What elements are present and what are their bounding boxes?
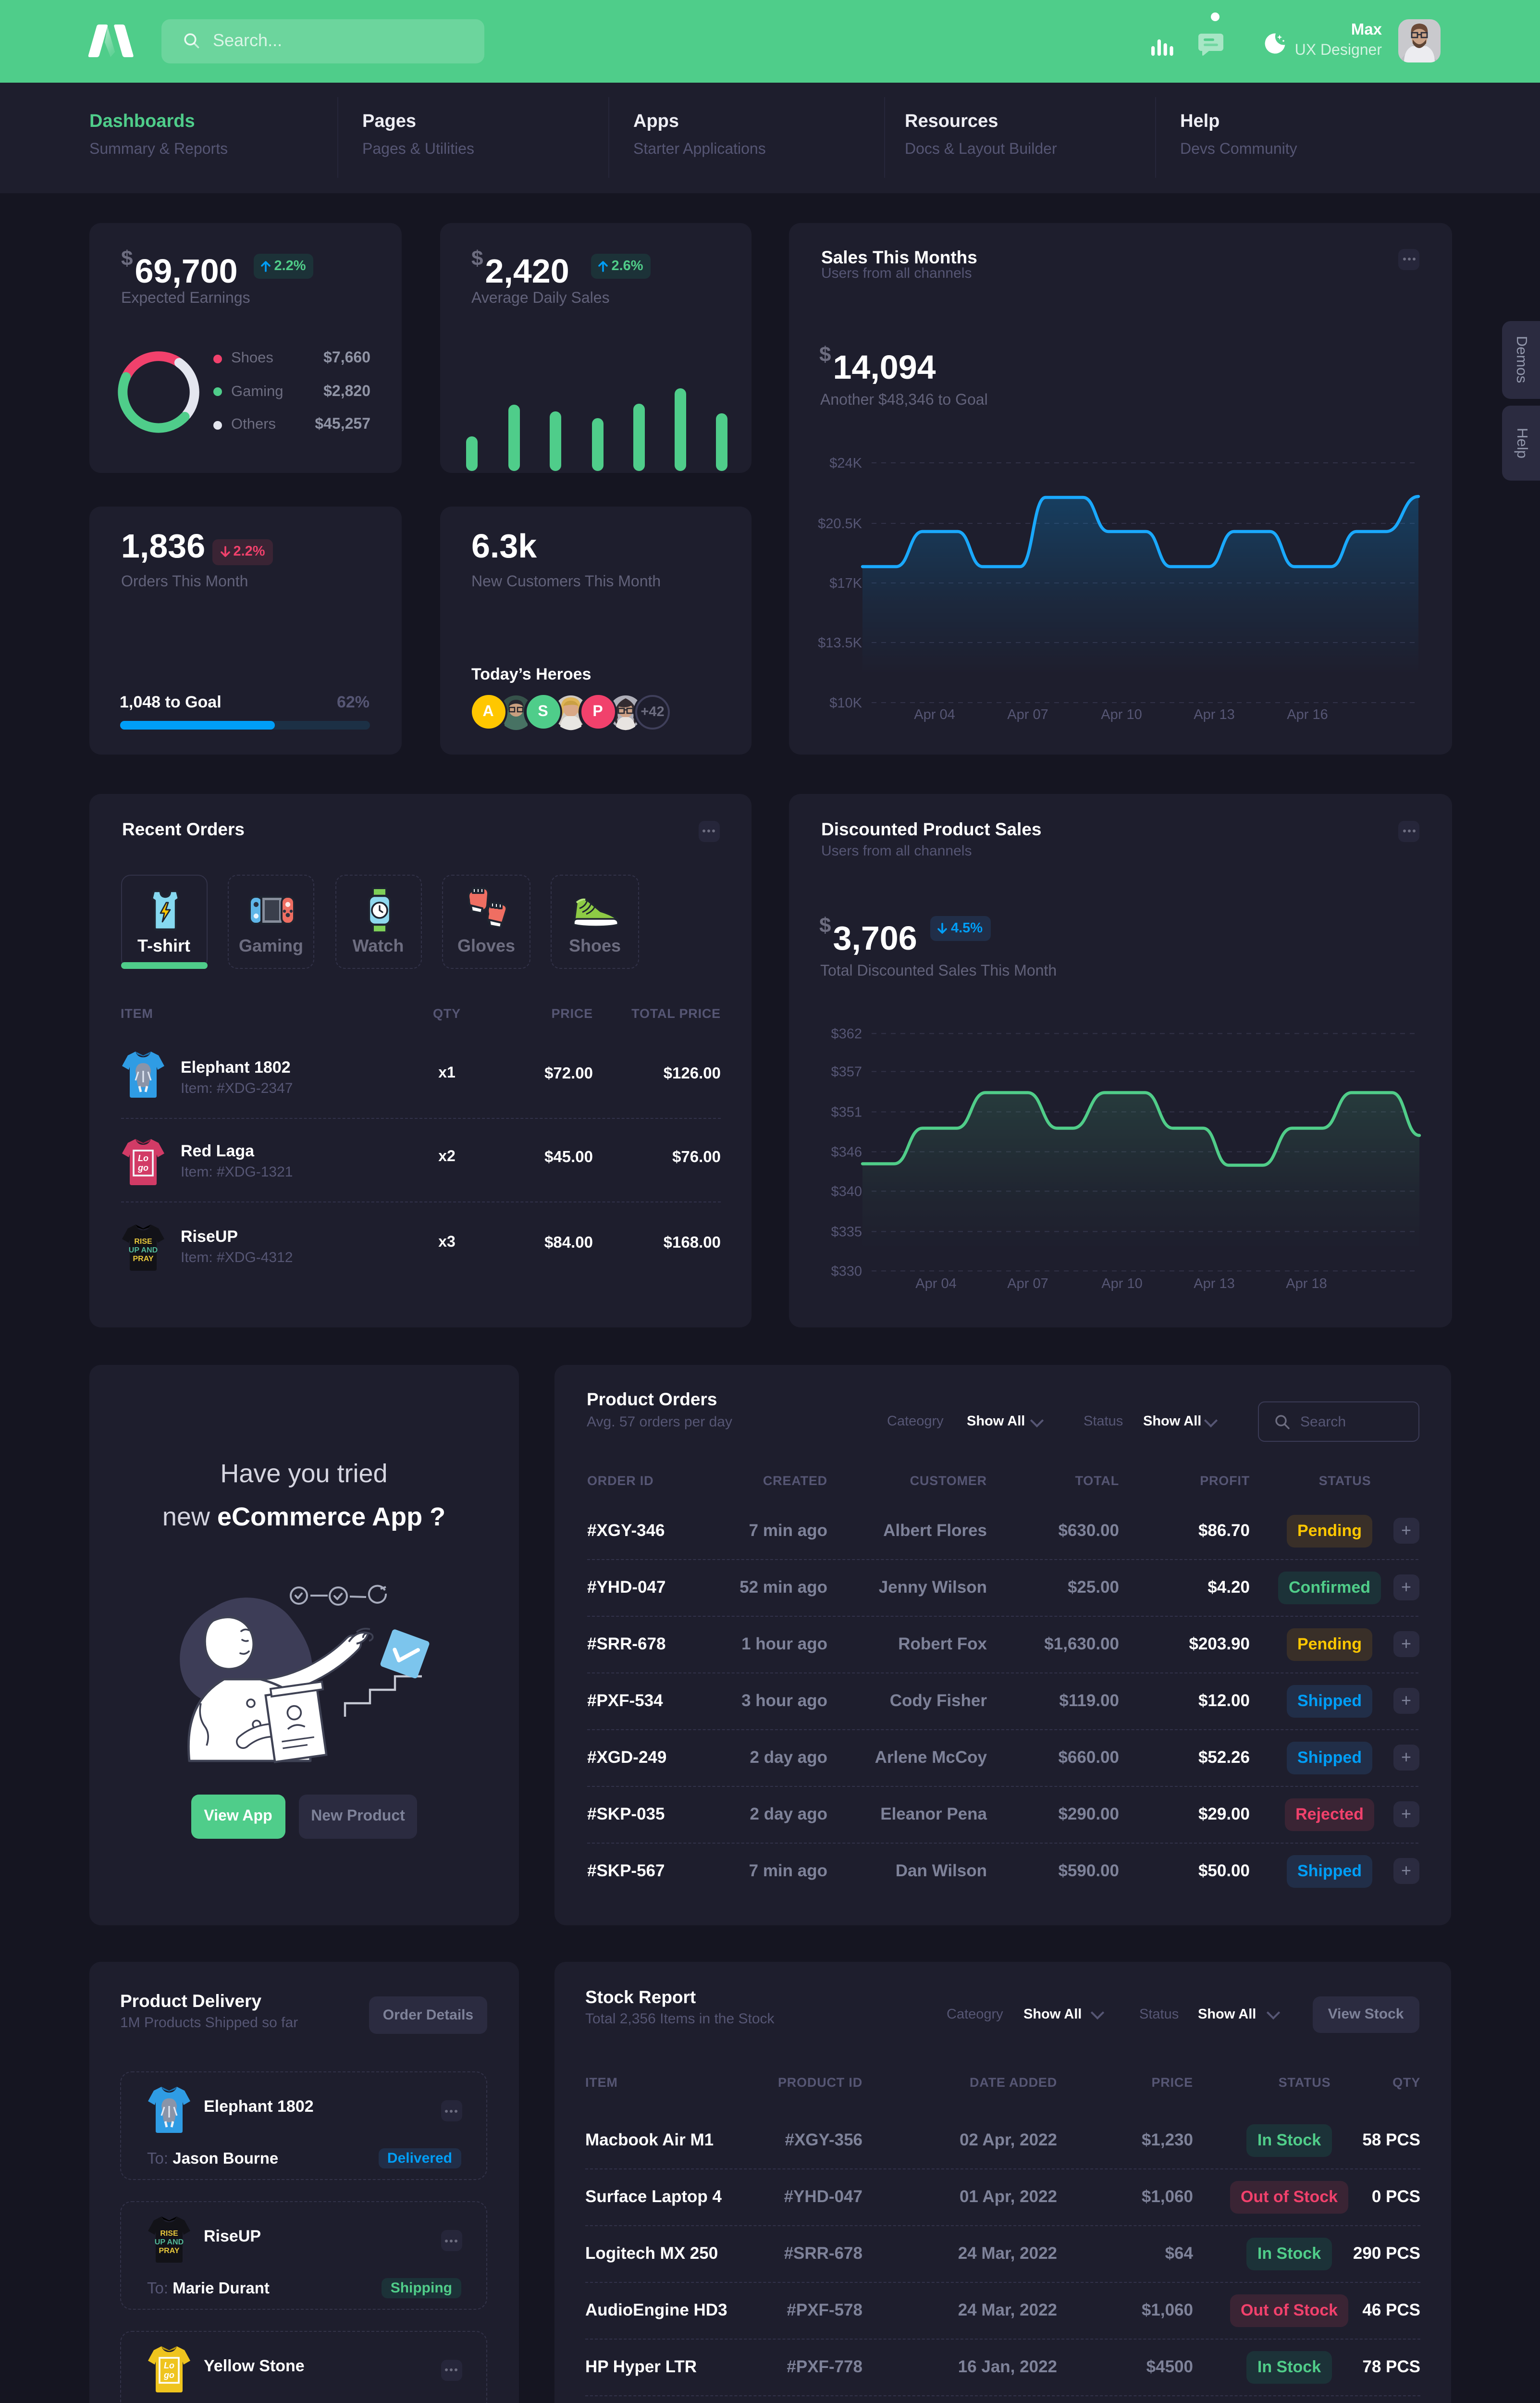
svg-text:PRAY: PRAY [133, 1255, 153, 1263]
svg-text:RISE: RISE [160, 2230, 178, 2238]
svg-text:go: go [137, 1163, 148, 1173]
svg-text:$13.5K: $13.5K [817, 635, 862, 650]
svg-text:Apr 04: Apr 04 [915, 1276, 956, 1291]
svg-text:Lo: Lo [164, 2360, 174, 2370]
svg-text:$24K: $24K [829, 455, 862, 471]
svg-text:$351: $351 [830, 1105, 862, 1120]
svg-text:Apr 13: Apr 13 [1193, 1276, 1234, 1291]
svg-text:Apr 07: Apr 07 [1007, 706, 1047, 722]
svg-text:UP AND: UP AND [155, 2238, 184, 2246]
svg-text:$357: $357 [830, 1065, 862, 1080]
svg-text:Apr 10: Apr 10 [1100, 706, 1141, 722]
svg-text:$362: $362 [830, 1027, 862, 1042]
svg-text:RISE: RISE [134, 1238, 152, 1246]
svg-text:$10K: $10K [829, 695, 862, 710]
svg-text:$330: $330 [830, 1264, 862, 1279]
svg-text:$335: $335 [830, 1225, 862, 1240]
svg-text:Lo: Lo [137, 1153, 148, 1163]
svg-text:Apr 13: Apr 13 [1193, 706, 1234, 722]
svg-text:$20.5K: $20.5K [817, 516, 862, 531]
svg-text:Apr 04: Apr 04 [913, 706, 954, 722]
svg-text:UP AND: UP AND [128, 1246, 157, 1254]
svg-text:Apr 16: Apr 16 [1286, 706, 1327, 722]
svg-text:Apr 18: Apr 18 [1285, 1276, 1326, 1291]
svg-text:$17K: $17K [829, 575, 862, 591]
svg-text:Apr 07: Apr 07 [1007, 1276, 1047, 1291]
svg-text:Apr 10: Apr 10 [1101, 1276, 1142, 1291]
svg-text:go: go [163, 2370, 174, 2379]
svg-text:$340: $340 [830, 1184, 862, 1200]
svg-text:PRAY: PRAY [159, 2247, 180, 2255]
svg-text:$346: $346 [830, 1145, 862, 1160]
